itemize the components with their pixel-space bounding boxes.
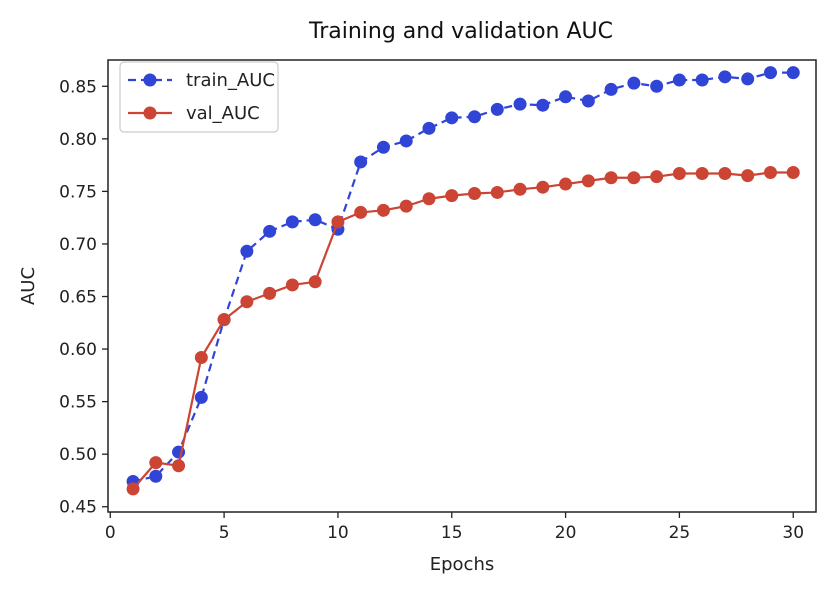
data-point-val_AUC [672,167,686,181]
data-point-train_AUC [559,90,573,104]
data-point-train_AUC [741,72,755,86]
data-point-val_AUC [217,313,231,327]
data-point-val_AUC [331,215,345,229]
data-point-val_AUC [468,186,482,200]
x-tick-label: 30 [782,523,804,543]
data-point-val_AUC [490,185,504,199]
plot-area: 0 5 10 15 20 25 30 0.45 0.50 0.55 0.60 0.65 0.70 0.75… [59,66,804,543]
data-point-train_AUC [718,70,732,84]
data-point-val_AUC [308,275,322,289]
data-point-train_AUC [786,66,800,80]
chart-title: Training and validation AUC [308,19,613,44]
y-tick-label: 0.60 [59,340,97,360]
data-point-val_AUC [194,350,208,364]
data-point-train_AUC [536,98,550,112]
data-point-val_AUC [581,174,595,188]
data-point-train_AUC [422,121,436,135]
data-point-val_AUC [741,169,755,183]
legend: train_AUC val_AUC [119,61,279,133]
data-point-val_AUC [285,278,299,292]
legend-val-marker [143,106,157,120]
data-point-val_AUC [695,167,709,181]
legend-val-label: val_AUC [186,103,260,124]
x-tick-label: 25 [669,523,691,543]
y-axis-label: AUC [18,267,39,305]
data-point-val_AUC [240,295,254,309]
data-point-val_AUC [149,456,163,470]
data-point-train_AUC [354,155,368,169]
data-point-train_AUC [149,469,163,483]
data-point-val_AUC [513,182,527,196]
data-point-train_AUC [672,73,686,87]
data-point-val_AUC [263,286,277,300]
x-tick-label: 5 [219,523,230,543]
data-point-val_AUC [172,459,186,473]
data-point-train_AUC [194,390,208,404]
data-point-train_AUC [581,94,595,108]
data-point-val_AUC [445,189,459,203]
y-tick-label: 0.55 [59,393,97,413]
data-point-val_AUC [763,165,777,179]
data-point-train_AUC [490,102,504,116]
x-tick-label: 15 [441,523,463,543]
data-point-train_AUC [240,244,254,258]
y-tick-label: 0.45 [59,498,97,518]
data-point-train_AUC [513,97,527,111]
y-tick-label: 0.65 [59,288,97,308]
data-point-val_AUC [718,167,732,181]
x-tick-label: 0 [105,523,116,543]
data-point-val_AUC [536,180,550,194]
y-tick-label: 0.50 [59,445,97,465]
data-point-train_AUC [763,66,777,80]
data-point-val_AUC [354,205,368,219]
legend-train-marker [143,73,157,87]
data-point-train_AUC [376,140,390,154]
data-point-train_AUC [695,73,709,87]
data-point-train_AUC [445,111,459,125]
y-tick-label: 0.70 [59,235,97,255]
data-point-train_AUC [650,79,664,93]
data-point-train_AUC [285,215,299,229]
data-point-train_AUC [399,134,413,148]
x-tick-label: 20 [555,523,577,543]
x-axis-label: Epochs [430,554,495,575]
data-point-train_AUC [263,224,277,238]
data-point-val_AUC [604,171,618,185]
y-tick-label: 0.75 [59,182,97,202]
y-tick-label: 0.80 [59,130,97,150]
data-point-val_AUC [422,192,436,206]
data-point-val_AUC [376,203,390,217]
data-point-train_AUC [627,76,641,90]
data-point-val_AUC [786,165,800,179]
plot-frame [107,59,817,513]
data-point-train_AUC [468,110,482,124]
y-tick-label: 0.85 [59,77,97,97]
data-point-val_AUC [627,171,641,185]
data-point-val_AUC [559,177,573,191]
data-point-val_AUC [650,170,664,184]
data-point-val_AUC [399,199,413,213]
x-tick-label: 10 [327,523,349,543]
data-point-val_AUC [126,482,140,496]
data-point-train_AUC [308,213,322,227]
legend-train-label: train_AUC [186,70,275,91]
data-point-train_AUC [604,82,618,96]
